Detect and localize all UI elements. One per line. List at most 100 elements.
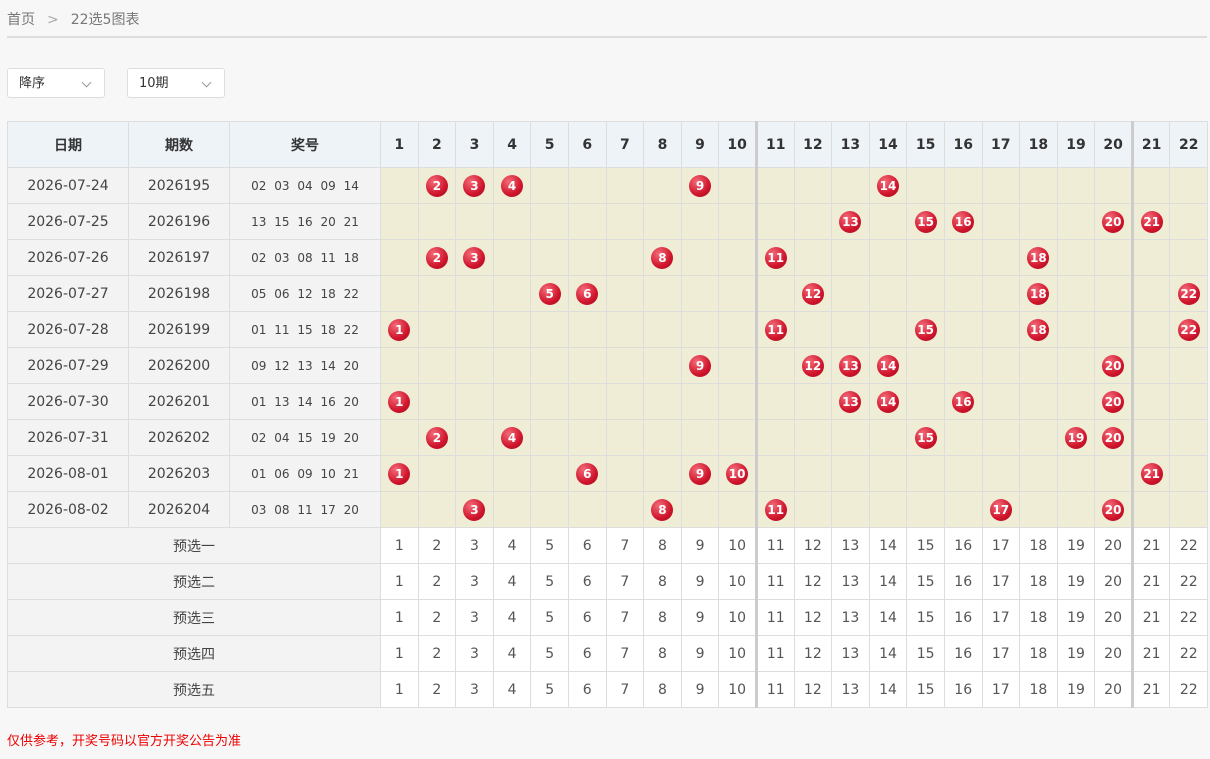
preselect-cell[interactable]: 8 bbox=[643, 599, 682, 636]
preselect-cell[interactable]: 19 bbox=[1056, 671, 1096, 708]
preselect-cell[interactable]: 7 bbox=[605, 635, 645, 672]
preselect-cell[interactable]: 11 bbox=[754, 527, 795, 564]
preselect-cell[interactable]: 19 bbox=[1056, 527, 1096, 564]
order-select[interactable]: 降序 bbox=[7, 68, 105, 98]
preselect-cell[interactable]: 20 bbox=[1094, 599, 1133, 636]
preselect-cell[interactable]: 17 bbox=[981, 563, 1021, 600]
preselect-cell[interactable]: 21 bbox=[1130, 599, 1171, 636]
preselect-cell[interactable]: 5 bbox=[530, 635, 569, 672]
preselect-cell[interactable]: 17 bbox=[981, 671, 1021, 708]
preselect-cell[interactable]: 9 bbox=[680, 635, 720, 672]
preselect-cell[interactable]: 20 bbox=[1094, 671, 1133, 708]
preselect-cell[interactable]: 22 bbox=[1169, 527, 1209, 564]
preselect-cell[interactable]: 5 bbox=[530, 563, 569, 600]
preselect-cell[interactable]: 2 bbox=[417, 563, 457, 600]
preselect-cell[interactable]: 22 bbox=[1169, 671, 1209, 708]
preselect-cell[interactable]: 16 bbox=[943, 563, 983, 600]
preselect-cell[interactable]: 14 bbox=[868, 527, 908, 564]
preselect-cell[interactable]: 18 bbox=[1019, 527, 1058, 564]
preselect-cell[interactable]: 1 bbox=[380, 635, 419, 672]
preselect-cell[interactable]: 16 bbox=[943, 635, 983, 672]
preselect-cell[interactable]: 18 bbox=[1019, 671, 1058, 708]
preselect-cell[interactable]: 16 bbox=[943, 527, 983, 564]
preselect-cell[interactable]: 12 bbox=[793, 563, 833, 600]
preselect-cell[interactable]: 13 bbox=[831, 527, 870, 564]
preselect-cell[interactable]: 9 bbox=[680, 599, 720, 636]
preselect-cell[interactable]: 4 bbox=[492, 635, 532, 672]
preselect-cell[interactable]: 4 bbox=[492, 563, 532, 600]
preselect-cell[interactable]: 9 bbox=[680, 527, 720, 564]
preselect-cell[interactable]: 7 bbox=[605, 563, 645, 600]
preselect-cell[interactable]: 13 bbox=[831, 563, 870, 600]
preselect-cell[interactable]: 16 bbox=[943, 671, 983, 708]
preselect-cell[interactable]: 22 bbox=[1169, 563, 1209, 600]
preselect-cell[interactable]: 4 bbox=[492, 671, 532, 708]
preselect-cell[interactable]: 7 bbox=[605, 599, 645, 636]
preselect-cell[interactable]: 11 bbox=[754, 635, 795, 672]
preselect-cell[interactable]: 12 bbox=[793, 599, 833, 636]
preselect-cell[interactable]: 1 bbox=[380, 599, 419, 636]
preselect-cell[interactable]: 12 bbox=[793, 635, 833, 672]
preselect-cell[interactable]: 18 bbox=[1019, 599, 1058, 636]
preselect-cell[interactable]: 12 bbox=[793, 671, 833, 708]
preselect-cell[interactable]: 4 bbox=[492, 599, 532, 636]
preselect-cell[interactable]: 14 bbox=[868, 671, 908, 708]
preselect-cell[interactable]: 8 bbox=[643, 563, 682, 600]
preselect-cell[interactable]: 11 bbox=[754, 599, 795, 636]
preselect-cell[interactable]: 14 bbox=[868, 599, 908, 636]
preselect-cell[interactable]: 5 bbox=[530, 599, 569, 636]
preselect-cell[interactable]: 13 bbox=[831, 599, 870, 636]
preselect-cell[interactable]: 19 bbox=[1056, 563, 1096, 600]
preselect-cell[interactable]: 5 bbox=[530, 671, 569, 708]
preselect-cell[interactable]: 20 bbox=[1094, 635, 1133, 672]
preselect-cell[interactable]: 3 bbox=[455, 563, 494, 600]
preselect-cell[interactable]: 21 bbox=[1130, 563, 1171, 600]
preselect-cell[interactable]: 3 bbox=[455, 527, 494, 564]
preselect-cell[interactable]: 8 bbox=[643, 527, 682, 564]
preselect-cell[interactable]: 17 bbox=[981, 527, 1021, 564]
preselect-cell[interactable]: 6 bbox=[567, 635, 607, 672]
preselect-cell[interactable]: 16 bbox=[943, 599, 983, 636]
preselect-cell[interactable]: 5 bbox=[530, 527, 569, 564]
preselect-cell[interactable]: 2 bbox=[417, 527, 457, 564]
preselect-cell[interactable]: 2 bbox=[417, 599, 457, 636]
preselect-cell[interactable]: 4 bbox=[492, 527, 532, 564]
preselect-cell[interactable]: 21 bbox=[1130, 635, 1171, 672]
preselect-cell[interactable]: 15 bbox=[906, 527, 945, 564]
preselect-cell[interactable]: 3 bbox=[455, 671, 494, 708]
preselect-cell[interactable]: 2 bbox=[417, 671, 457, 708]
preselect-cell[interactable]: 6 bbox=[567, 563, 607, 600]
preselect-cell[interactable]: 6 bbox=[567, 671, 607, 708]
preselect-cell[interactable]: 19 bbox=[1056, 599, 1096, 636]
preselect-cell[interactable]: 2 bbox=[417, 635, 457, 672]
preselect-cell[interactable]: 10 bbox=[718, 671, 757, 708]
preselect-cell[interactable]: 19 bbox=[1056, 635, 1096, 672]
preselect-cell[interactable]: 12 bbox=[793, 527, 833, 564]
preselect-cell[interactable]: 10 bbox=[718, 527, 757, 564]
preselect-cell[interactable]: 15 bbox=[906, 635, 945, 672]
preselect-cell[interactable]: 15 bbox=[906, 671, 945, 708]
preselect-cell[interactable]: 1 bbox=[380, 563, 419, 600]
preselect-cell[interactable]: 13 bbox=[831, 635, 870, 672]
preselect-cell[interactable]: 15 bbox=[906, 599, 945, 636]
period-select[interactable]: 10期 bbox=[127, 68, 225, 98]
preselect-cell[interactable]: 9 bbox=[680, 671, 720, 708]
preselect-cell[interactable]: 10 bbox=[718, 599, 757, 636]
preselect-cell[interactable]: 11 bbox=[754, 563, 795, 600]
preselect-cell[interactable]: 8 bbox=[643, 635, 682, 672]
preselect-cell[interactable]: 13 bbox=[831, 671, 870, 708]
preselect-cell[interactable]: 10 bbox=[718, 563, 757, 600]
preselect-cell[interactable]: 18 bbox=[1019, 563, 1058, 600]
preselect-cell[interactable]: 9 bbox=[680, 563, 720, 600]
preselect-cell[interactable]: 8 bbox=[643, 671, 682, 708]
preselect-cell[interactable]: 21 bbox=[1130, 527, 1171, 564]
preselect-cell[interactable]: 1 bbox=[380, 671, 419, 708]
preselect-cell[interactable]: 20 bbox=[1094, 563, 1133, 600]
preselect-cell[interactable]: 3 bbox=[455, 635, 494, 672]
preselect-cell[interactable]: 7 bbox=[605, 671, 645, 708]
crumb-link[interactable]: 首页 bbox=[7, 12, 35, 28]
preselect-cell[interactable]: 18 bbox=[1019, 635, 1058, 672]
preselect-cell[interactable]: 22 bbox=[1169, 599, 1209, 636]
preselect-cell[interactable]: 6 bbox=[567, 527, 607, 564]
preselect-cell[interactable]: 11 bbox=[754, 671, 795, 708]
